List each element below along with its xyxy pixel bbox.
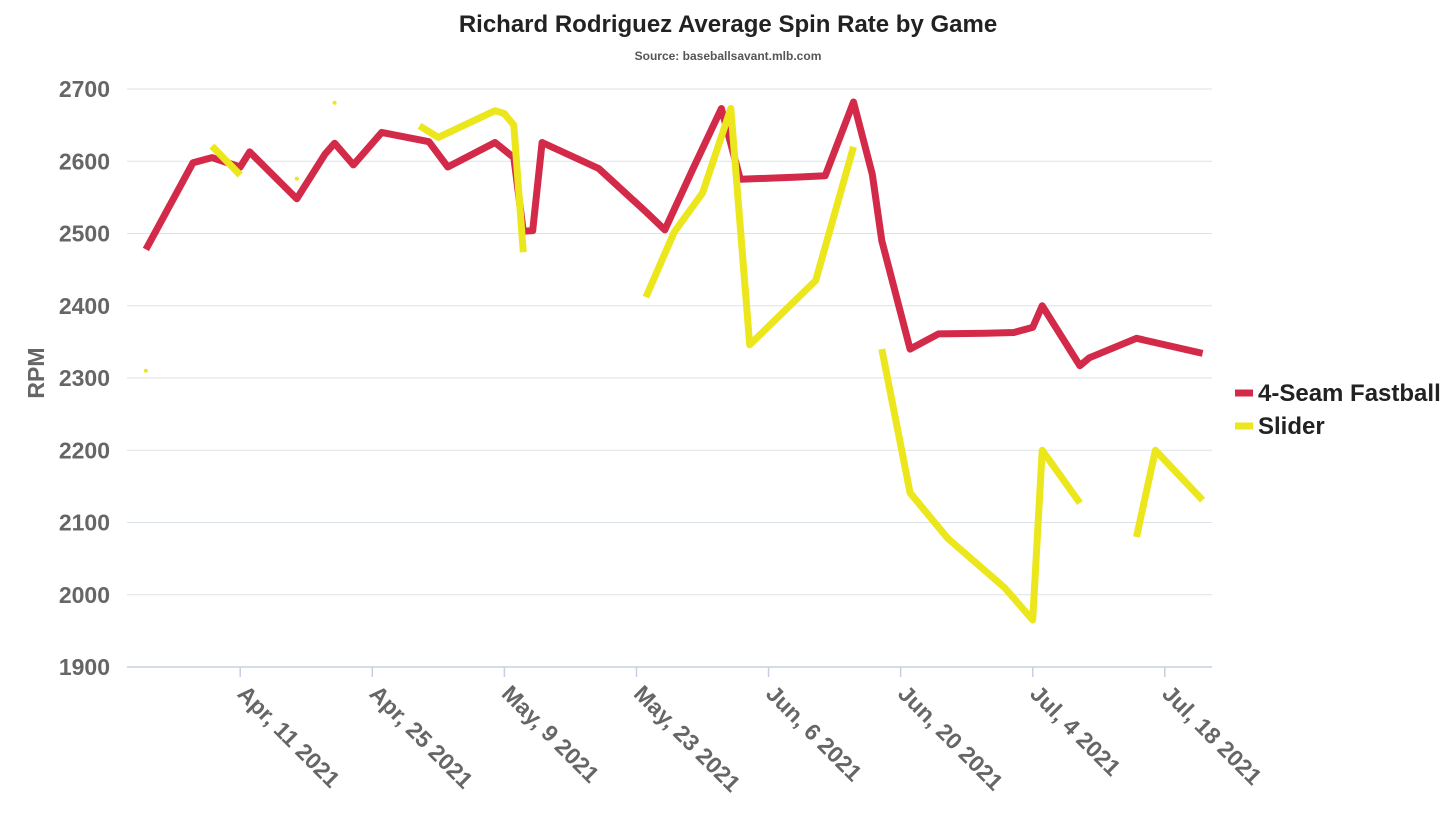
y-tick-label-2700: 2700 bbox=[59, 76, 110, 102]
series-lines bbox=[142, 98, 1206, 624]
x-tick-label-7: Jul, 18 2021 bbox=[1157, 680, 1267, 790]
y-axis-label: RPM bbox=[23, 347, 49, 398]
y-tick-label-2200: 2200 bbox=[59, 437, 110, 463]
x-tick-label-3: May, 23 2021 bbox=[629, 680, 746, 797]
y-tick-label-2000: 2000 bbox=[59, 582, 110, 608]
series-line-slider-segment-0[interactable] bbox=[209, 143, 243, 178]
x-tick-label-2: May, 9 2021 bbox=[497, 680, 605, 788]
y-tick-label-2600: 2600 bbox=[59, 148, 110, 174]
y-tick-label-2300: 2300 bbox=[59, 365, 110, 391]
gridlines bbox=[127, 88, 1212, 596]
isolated-point-slider-1[interactable] bbox=[294, 176, 299, 181]
isolated-point-slider-0[interactable] bbox=[143, 368, 148, 373]
chart-title: Richard Rodriguez Average Spin Rate by G… bbox=[459, 11, 997, 38]
series-line-slider-segment-3[interactable] bbox=[878, 348, 1083, 624]
series-line-slider-segment-1[interactable] bbox=[417, 107, 527, 253]
x-tick-label-6: Jul, 4 2021 bbox=[1025, 680, 1126, 781]
x-tick-label-5: Jun, 20 2021 bbox=[893, 680, 1008, 795]
series-line-slider-segment-4[interactable] bbox=[1133, 446, 1206, 538]
series-line-slider-segment-2[interactable] bbox=[642, 105, 857, 349]
y-tick-labels: 1900 2000 2100 2200 2300 2400 2500 2600 2700 bbox=[59, 76, 110, 680]
y-tick-label-1900: 1900 bbox=[59, 654, 110, 680]
series-line-4-seam-fastball[interactable] bbox=[142, 98, 1204, 370]
legend: 4-Seam Fastball Slider bbox=[1235, 380, 1441, 440]
legend-label-fastball[interactable]: 4-Seam Fastball bbox=[1258, 380, 1441, 407]
chart-subtitle: Source: baseballsavant.mlb.com bbox=[635, 49, 822, 63]
y-tick-label-2100: 2100 bbox=[59, 510, 110, 536]
y-tick-label-2400: 2400 bbox=[59, 293, 110, 319]
legend-label-slider[interactable]: Slider bbox=[1258, 413, 1325, 440]
y-tick-label-2500: 2500 bbox=[59, 221, 110, 247]
x-tick-label-1: Apr, 25 2021 bbox=[365, 680, 478, 793]
x-tick-label-0: Apr, 11 2021 bbox=[233, 680, 346, 793]
x-tick-label-4: Jun, 6 2021 bbox=[761, 680, 867, 786]
isolated-point-slider-2[interactable] bbox=[332, 100, 337, 105]
x-axis: Apr, 11 2021 Apr, 25 2021 May, 9 2021 May, … bbox=[127, 666, 1267, 797]
